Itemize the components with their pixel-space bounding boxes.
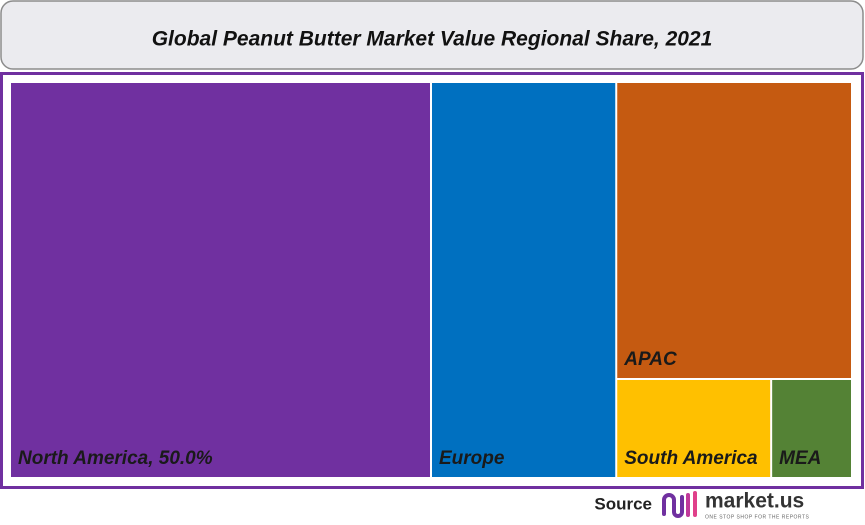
treemap-tile <box>617 83 851 378</box>
tile-label: Europe <box>439 448 505 469</box>
tile-label: APAC <box>623 349 677 370</box>
logo-text: market.us <box>705 490 804 513</box>
logo-tagline: ONE STOP SHOP FOR THE REPORTS <box>705 514 810 520</box>
logo-icon <box>662 491 697 518</box>
source-label: Source <box>594 494 652 513</box>
tile-label: MEA <box>779 448 821 469</box>
treemap-tile <box>617 380 771 477</box>
treemap: North America, 50.0% Europe APAC South Amer… <box>11 83 851 477</box>
treemap-tile <box>772 380 851 477</box>
treemap-tile <box>432 83 616 477</box>
tile-label: South America <box>624 448 758 469</box>
tile-label: North America, 50.0% <box>18 448 213 469</box>
chart-title: Global Peanut Butter Market Value Region… <box>152 28 713 51</box>
treemap-tile <box>11 83 430 477</box>
title-box <box>0 0 864 70</box>
